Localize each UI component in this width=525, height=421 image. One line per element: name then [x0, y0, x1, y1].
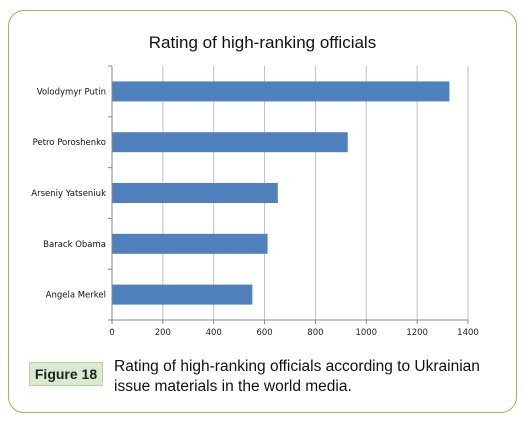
- y-category-label: Angela Merkel: [46, 291, 106, 301]
- axes: [108, 65, 469, 324]
- y-category-label: Arseniy Yatseniuk: [31, 189, 106, 199]
- figure-frame: [8, 10, 517, 413]
- bar: [112, 81, 450, 102]
- x-tick-label: 1000: [355, 328, 377, 338]
- bars: [112, 81, 450, 305]
- y-category-label: Volodymyr Putin: [37, 87, 106, 97]
- figure-number-badge: Figure 18: [29, 362, 103, 386]
- x-tick-label: 600: [256, 328, 272, 338]
- y-category-label: Petro Poroshenko: [33, 138, 106, 148]
- x-tick-label: 400: [206, 328, 222, 338]
- bar: [112, 284, 253, 305]
- bar: [112, 233, 268, 254]
- x-tick-label: 800: [307, 328, 323, 338]
- bar: [112, 183, 278, 203]
- chart-title: Rating of high-ranking officials: [148, 33, 377, 52]
- x-tick-label: 200: [155, 328, 171, 338]
- bar: [112, 132, 348, 153]
- x-tick-label: 0: [109, 328, 114, 338]
- labels: 0 200 400 600 800 1000 1200 1400 Volodymyr Putin…: [31, 87, 479, 338]
- y-category-label: Barack Obama: [43, 240, 106, 250]
- x-tick-label: 1400: [457, 328, 479, 338]
- x-tick-label: 1200: [406, 328, 428, 338]
- figure-caption: Rating of high-ranking officials accordi…: [114, 358, 480, 395]
